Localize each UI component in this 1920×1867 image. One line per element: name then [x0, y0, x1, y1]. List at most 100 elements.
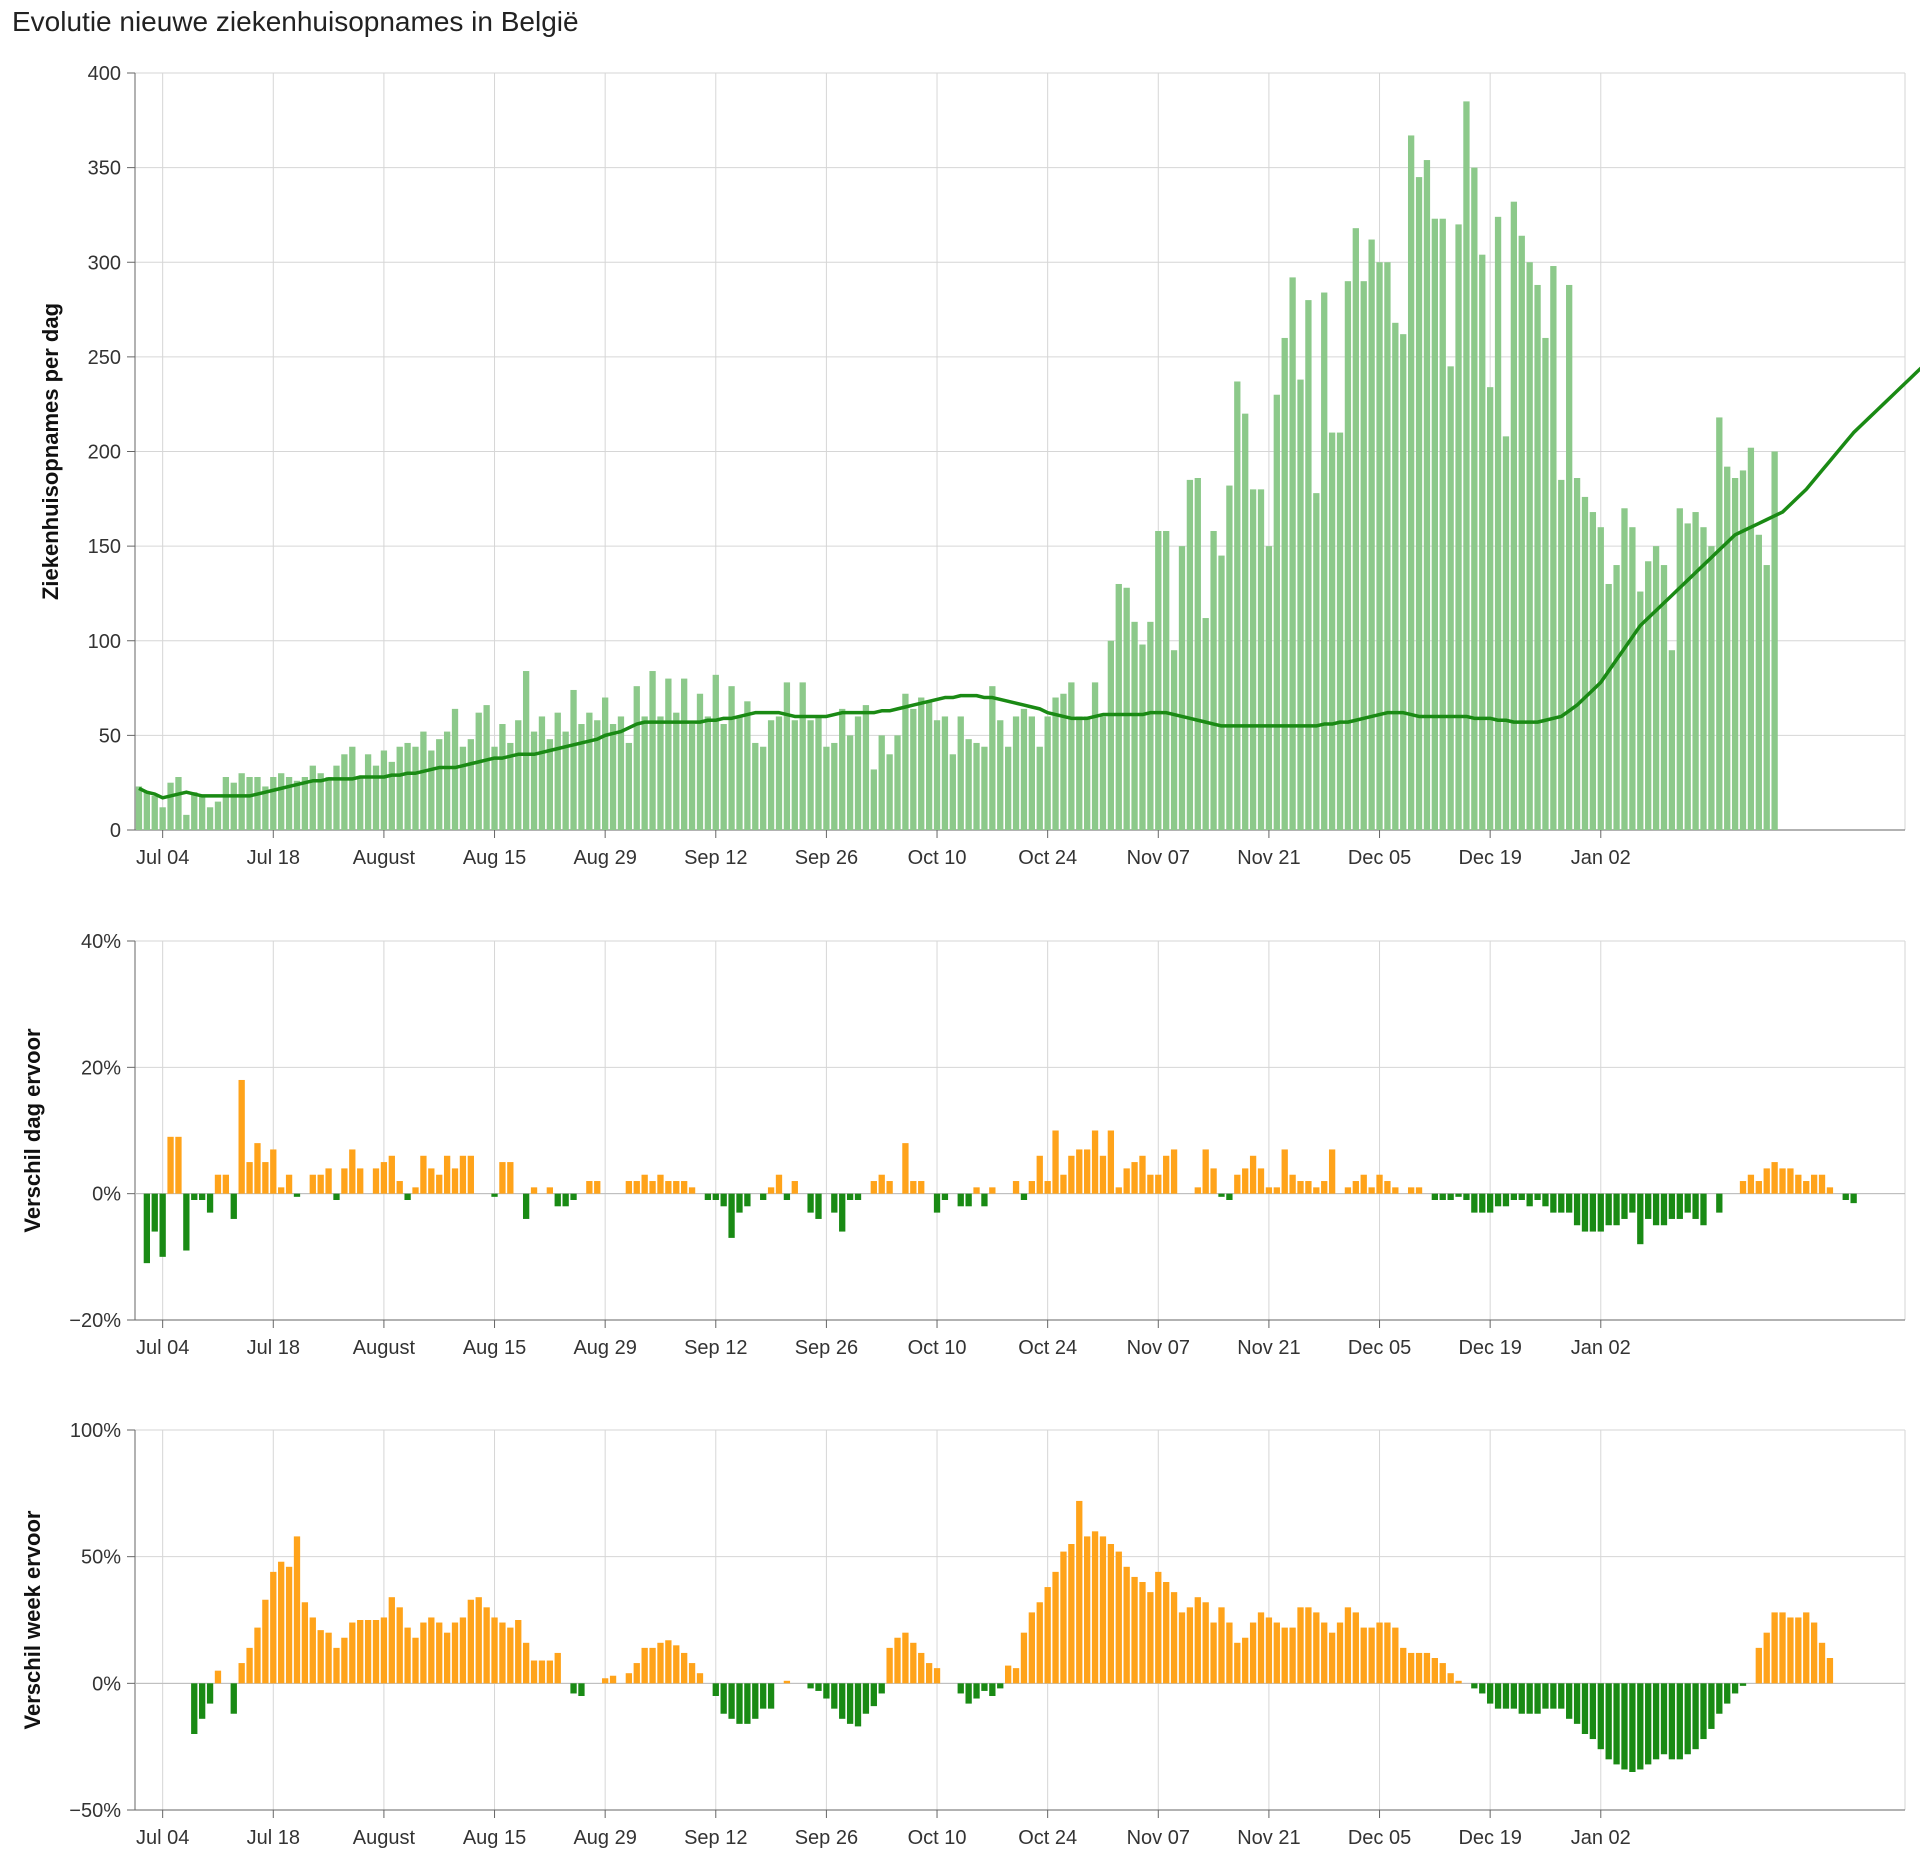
bar	[1534, 284, 1541, 830]
bar	[214, 1174, 222, 1194]
bar	[372, 1168, 380, 1194]
bar	[1249, 489, 1257, 830]
bar	[1573, 1193, 1581, 1226]
bar	[1605, 1193, 1612, 1226]
y-tick-label: 100	[88, 631, 121, 653]
bar	[665, 1640, 672, 1684]
bar	[1431, 218, 1438, 831]
bar	[1676, 508, 1683, 830]
bar	[965, 739, 972, 830]
bar	[199, 1683, 206, 1719]
bar	[570, 1683, 577, 1694]
bar	[878, 735, 885, 831]
x-tick-label: Dec 05	[1348, 1337, 1411, 1359]
bar	[554, 712, 561, 830]
bar	[728, 1683, 735, 1719]
bar	[1376, 1622, 1383, 1684]
bar	[507, 1162, 514, 1194]
bar	[396, 1607, 403, 1684]
bar	[696, 693, 704, 830]
bar	[1597, 527, 1604, 830]
bar	[815, 716, 822, 830]
bar	[278, 773, 285, 830]
bar	[1629, 1683, 1636, 1772]
bar	[957, 1683, 964, 1694]
bar	[673, 1181, 680, 1194]
bar	[396, 1181, 403, 1194]
bar	[1818, 1642, 1826, 1684]
bar	[1068, 682, 1075, 830]
x-tick-label: Dec 05	[1348, 1827, 1411, 1849]
bar	[530, 731, 538, 830]
bar	[1226, 1622, 1233, 1684]
bar	[1202, 1149, 1209, 1194]
bar	[902, 693, 909, 830]
bar	[1716, 1683, 1723, 1714]
bar	[538, 1660, 546, 1684]
bar	[1660, 1683, 1668, 1755]
bar	[151, 1193, 158, 1232]
x-tick-label: Nov 07	[1127, 1337, 1190, 1359]
bar	[1755, 1181, 1762, 1194]
bar	[696, 1673, 704, 1684]
bar	[1107, 1130, 1115, 1194]
bar	[1684, 523, 1691, 830]
x-tick-label: Oct 24	[1018, 1337, 1077, 1359]
bar	[997, 720, 1004, 830]
bar	[270, 1571, 277, 1684]
bar	[1384, 262, 1391, 830]
bar	[1052, 697, 1059, 830]
y-tick-label: 250	[88, 347, 121, 369]
bar	[1826, 1658, 1834, 1684]
bar	[649, 671, 656, 830]
x-tick-label: Oct 10	[908, 1337, 967, 1359]
bar	[1558, 1683, 1565, 1709]
bar	[214, 1670, 222, 1684]
bar	[467, 1155, 474, 1194]
bar	[175, 1136, 182, 1194]
bar	[1510, 201, 1518, 830]
bar	[688, 1663, 696, 1684]
bar	[1842, 1193, 1849, 1200]
bar	[1637, 591, 1644, 830]
x-tick-label: Jul 04	[136, 847, 189, 869]
bar	[364, 754, 372, 830]
bar	[222, 1174, 230, 1194]
bar	[1242, 413, 1249, 830]
bar	[515, 720, 522, 830]
bar	[1020, 1193, 1028, 1200]
bar	[657, 716, 664, 830]
y-tick-label: 150	[88, 536, 121, 558]
bar	[688, 724, 696, 830]
bar	[562, 731, 569, 830]
bar	[428, 1168, 435, 1194]
bar	[1566, 1683, 1573, 1719]
bar	[1423, 160, 1431, 831]
bar	[839, 708, 846, 830]
bar	[1107, 1544, 1115, 1684]
bar	[293, 1193, 301, 1197]
bar	[712, 1193, 719, 1200]
y-tick-label: 200	[88, 442, 121, 464]
bar	[191, 792, 198, 830]
bar	[1139, 1582, 1146, 1684]
bar	[760, 1193, 767, 1200]
bar	[1700, 527, 1707, 830]
bar	[1289, 1627, 1296, 1684]
bar	[1407, 135, 1415, 830]
bar	[783, 682, 791, 830]
bar	[1716, 1193, 1723, 1213]
bar	[918, 1652, 925, 1684]
bar	[1613, 1193, 1620, 1226]
y-tick-label: 20%	[81, 1057, 121, 1079]
bar	[831, 1193, 838, 1213]
bar	[1621, 508, 1628, 830]
bar	[1407, 1652, 1415, 1684]
bar	[1573, 478, 1581, 830]
bar	[1494, 1193, 1502, 1207]
bar	[436, 1622, 443, 1684]
bar	[554, 1652, 561, 1684]
bar	[625, 742, 633, 830]
bar	[1360, 1174, 1367, 1194]
bar	[1550, 266, 1557, 830]
